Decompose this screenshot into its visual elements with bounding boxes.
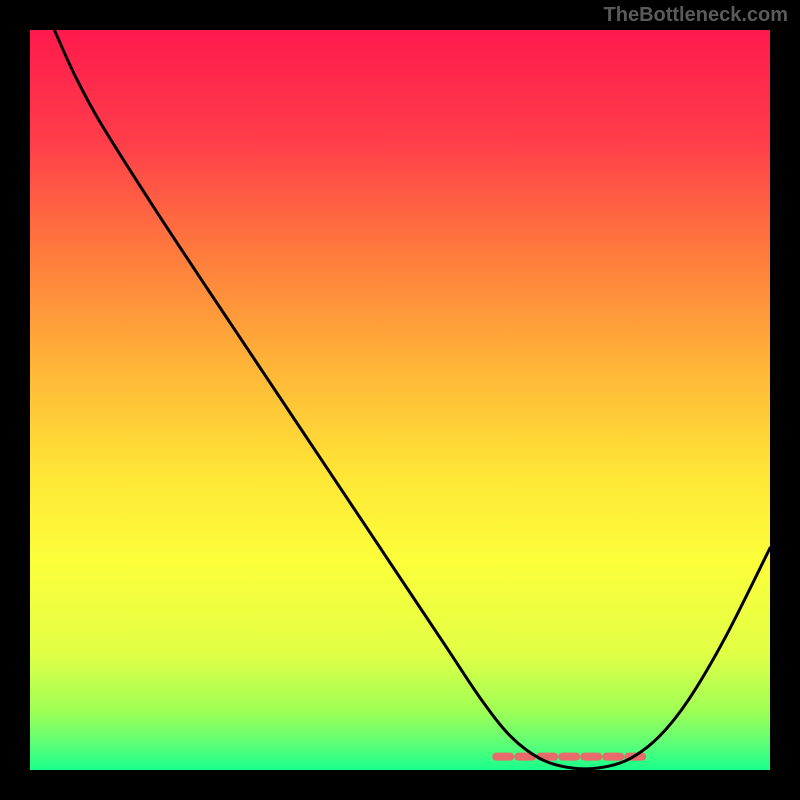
bottleneck-curve [54,30,770,769]
plot-area [30,30,770,770]
watermark-text: TheBottleneck.com [604,4,788,27]
curve-layer [30,30,770,770]
